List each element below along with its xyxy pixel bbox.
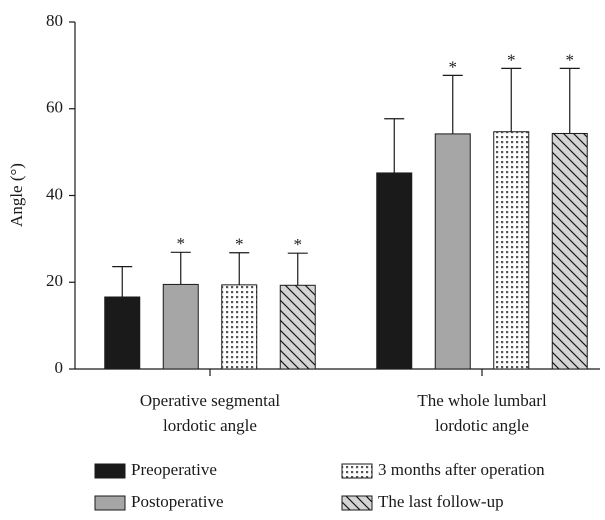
legend-swatch <box>341 495 373 511</box>
y-tick-label: 60 <box>46 98 63 117</box>
bar <box>104 296 141 370</box>
y-tick-label: 20 <box>46 271 63 290</box>
bar <box>162 283 199 370</box>
legend-label: Postoperative <box>131 492 224 511</box>
bar <box>376 172 413 370</box>
significance-marker: * <box>507 50 516 69</box>
legend-swatch <box>341 463 373 479</box>
y-tick-label: 0 <box>55 358 64 377</box>
x-tick-label: The whole lumbarl <box>417 391 547 410</box>
bar <box>551 132 588 370</box>
y-tick-label: 40 <box>46 184 63 203</box>
x-tick-label: lordotic angle <box>163 416 257 435</box>
bar <box>434 133 471 370</box>
legend-label: The last follow-up <box>378 492 504 511</box>
significance-marker: * <box>294 235 303 254</box>
legend-label: 3 months after operation <box>378 460 545 479</box>
legend-swatch <box>94 463 126 479</box>
significance-marker: * <box>566 50 575 69</box>
bar <box>493 131 530 370</box>
significance-marker: * <box>449 57 458 76</box>
y-tick-label: 80 <box>46 11 63 30</box>
x-tick-label: lordotic angle <box>435 416 529 435</box>
significance-marker: * <box>235 235 244 254</box>
bar <box>279 284 316 370</box>
legend-label: Preoperative <box>131 460 217 479</box>
x-tick-label: Operative segmental <box>140 391 280 410</box>
y-axis-label: Angle (°) <box>7 163 26 227</box>
bar <box>221 284 258 370</box>
legend-swatch <box>94 495 126 511</box>
significance-marker: * <box>177 234 186 253</box>
